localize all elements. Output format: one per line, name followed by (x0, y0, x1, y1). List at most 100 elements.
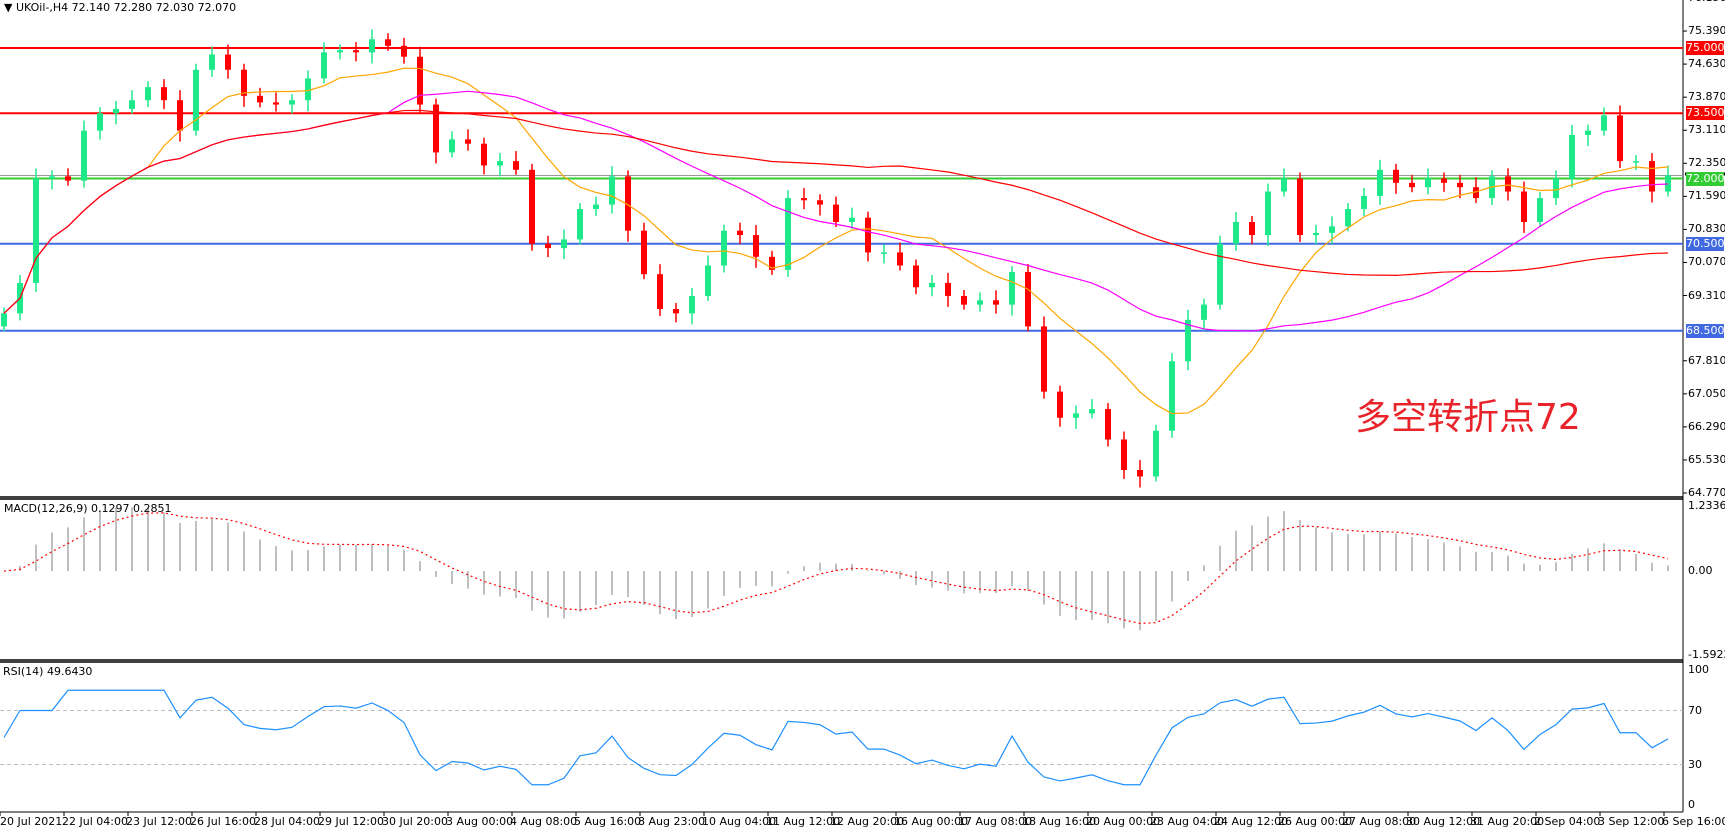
bear-candle (529, 169, 535, 244)
price-axis-label: 67.050 (1688, 386, 1725, 400)
bull-candle (449, 139, 455, 153)
bull-candle (193, 69, 199, 131)
price-axis-label: 76.150 (1688, 0, 1725, 4)
bull-candle (337, 50, 343, 53)
bull-candle (977, 300, 983, 305)
bear-candle (257, 95, 263, 103)
bull-candle (1009, 272, 1015, 305)
rsi-axis-label: 70 (1688, 703, 1702, 717)
bear-candle (513, 161, 519, 170)
bull-candle (321, 52, 327, 79)
time-axis-label: 17 Aug 08:00 (958, 815, 1033, 828)
rsi-line (3, 689, 1669, 786)
bear-candle (833, 204, 839, 222)
price-axis-label: 74.630 (1688, 57, 1725, 71)
bull-candle (785, 198, 791, 270)
time-axis-label: 26 Jul 16:00 (190, 815, 256, 828)
bear-candle (1137, 469, 1143, 477)
time-axis-label: 28 Jul 04:00 (254, 815, 320, 828)
bull-candle (81, 130, 87, 181)
bull-candle (1633, 161, 1639, 163)
bull-candle (1329, 226, 1335, 233)
bear-candle (177, 100, 183, 131)
bull-candle (129, 100, 135, 109)
ohlc-readout: 72.140 72.280 72.030 72.070 (71, 1, 237, 14)
level-price-tag: 68.500 (1686, 323, 1725, 338)
bull-candle (561, 239, 567, 249)
bear-candle (817, 200, 823, 205)
bear-candle (65, 176, 71, 181)
bear-candle (913, 265, 919, 288)
bull-candle (1377, 169, 1383, 196)
time-axis-label: 20 Jul 2021 (0, 815, 63, 828)
price-axis-label: 72.350 (1688, 156, 1725, 170)
bear-candle (241, 69, 247, 96)
bull-candle (49, 176, 55, 179)
bear-candle (161, 87, 167, 101)
bull-candle (1281, 178, 1287, 192)
bull-candle (1073, 413, 1079, 418)
bear-candle (1041, 326, 1047, 392)
bear-candle (1025, 272, 1031, 327)
time-axis-label: 5 Aug 16:00 (574, 815, 642, 828)
bull-candle (689, 295, 695, 314)
price-axis-label: 75.390 (1688, 24, 1725, 38)
bear-candle (769, 256, 775, 270)
bull-candle (289, 100, 295, 105)
bear-candle (1105, 409, 1111, 440)
bear-candle (481, 143, 487, 166)
time-axis-label: 8 Aug 23:00 (638, 815, 706, 828)
bull-candle (145, 87, 151, 101)
time-axis-label: 30 Jul 20:00 (382, 815, 448, 828)
bull-candle (849, 217, 855, 222)
bull-candle (1265, 191, 1271, 236)
bull-candle (1201, 304, 1207, 320)
collapse-triangle-icon[interactable]: ▼ (4, 1, 13, 14)
bull-candle (705, 265, 711, 296)
time-axis-label: 26 Aug 00:00 (1278, 815, 1353, 828)
bear-candle (225, 54, 231, 70)
bull-candle (1185, 319, 1191, 362)
time-axis-label: 22 Jul 04:00 (62, 815, 128, 828)
bear-candle (737, 230, 743, 236)
bull-candle (1601, 115, 1607, 131)
time-axis-label: 23 Jul 12:00 (126, 815, 192, 828)
time-axis-label: 23 Aug 04:00 (1150, 815, 1225, 828)
time-axis-label: 16 Aug 00:00 (894, 815, 969, 828)
time-axis-label: 29 Jul 12:00 (318, 815, 384, 828)
bear-candle (353, 50, 359, 53)
bull-candle (1537, 198, 1543, 222)
price-axis-label: 66.290 (1688, 419, 1725, 433)
price-axis-label: 73.870 (1688, 90, 1725, 104)
bull-candle (929, 282, 935, 288)
bull-candle (305, 78, 311, 101)
price-axis-label: 70.830 (1688, 222, 1725, 236)
bear-candle (417, 56, 423, 105)
bear-candle (657, 274, 663, 309)
symbol-label: UKOil-,H4 (15, 1, 69, 14)
bear-candle (1297, 178, 1303, 236)
level-price-tag: 70.500 (1686, 236, 1725, 251)
time-axis-label: 18 Aug 16:00 (1022, 815, 1097, 828)
bear-candle (865, 217, 871, 253)
level-price-tag: 72.000 (1686, 171, 1725, 186)
price-axis-label: 71.590 (1688, 189, 1725, 203)
chart-header: ▼ UKOil-,H4 72.140 72.280 72.030 72.070 (4, 1, 236, 14)
rsi-axis-label: 0 (1688, 798, 1695, 811)
bull-candle (1569, 135, 1575, 179)
bull-candle (881, 252, 887, 254)
bear-candle (945, 282, 951, 296)
ma-slow-line (3, 109, 1669, 314)
bull-candle (1665, 175, 1671, 192)
bear-candle (641, 230, 647, 275)
bull-candle (1345, 208, 1351, 227)
price-axis-label: 73.110 (1688, 123, 1725, 137)
bull-candle (497, 161, 503, 166)
bull-candle (113, 108, 119, 114)
bull-candle (209, 54, 215, 70)
time-axis-label: 6 Sep 16:00 (1662, 815, 1725, 828)
bear-candle (1617, 115, 1623, 162)
price-axis-label: 69.310 (1688, 288, 1725, 302)
